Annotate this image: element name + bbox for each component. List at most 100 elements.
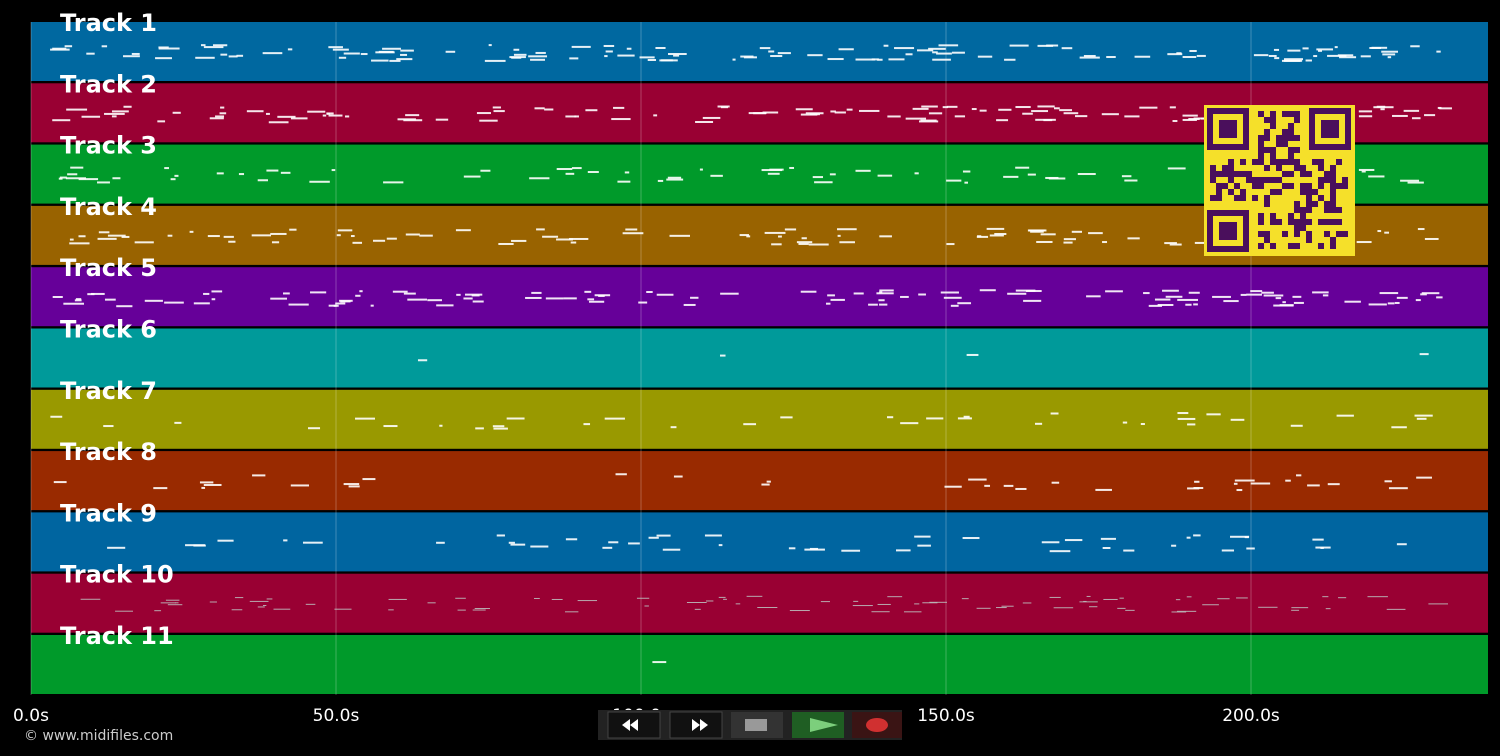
note xyxy=(343,52,360,55)
note xyxy=(605,50,613,53)
rewind-button[interactable] xyxy=(607,711,661,739)
stop-button[interactable] xyxy=(731,712,783,738)
note xyxy=(1007,292,1027,295)
note xyxy=(352,241,363,244)
note xyxy=(615,473,627,476)
note xyxy=(789,610,810,612)
note xyxy=(1236,489,1243,492)
note xyxy=(123,55,140,58)
track-label: Track 6 xyxy=(60,316,157,344)
note xyxy=(1004,58,1016,61)
note xyxy=(328,114,343,117)
note xyxy=(1250,290,1263,293)
note xyxy=(160,602,176,604)
note xyxy=(266,598,273,600)
qr-cell xyxy=(1294,207,1300,213)
note xyxy=(976,607,991,609)
note xyxy=(846,108,853,111)
note xyxy=(556,168,573,171)
qr-cell xyxy=(1300,225,1306,231)
note xyxy=(1187,487,1200,490)
note xyxy=(565,538,578,541)
qr-cell xyxy=(1258,159,1264,165)
note xyxy=(877,174,893,177)
note xyxy=(1185,303,1192,306)
note xyxy=(661,59,673,62)
note xyxy=(400,49,414,52)
note xyxy=(704,534,722,537)
note xyxy=(807,54,823,57)
note xyxy=(646,291,653,294)
note xyxy=(1050,412,1059,415)
qr-cell xyxy=(1306,231,1312,237)
note xyxy=(652,661,667,664)
qr-cell xyxy=(1258,111,1264,117)
note xyxy=(511,56,522,59)
note xyxy=(382,47,401,50)
note xyxy=(667,176,682,179)
qr-cell xyxy=(1330,207,1336,213)
note xyxy=(1223,300,1239,303)
tick-label: 150.0s xyxy=(917,706,975,726)
note xyxy=(879,303,888,306)
note xyxy=(784,228,797,231)
note xyxy=(1123,549,1135,552)
play-button[interactable] xyxy=(792,712,844,738)
note xyxy=(938,44,959,47)
note xyxy=(228,240,236,243)
note xyxy=(217,539,234,542)
note xyxy=(1250,482,1271,485)
qr-cell xyxy=(1330,195,1336,201)
note xyxy=(1103,598,1118,600)
note xyxy=(1022,112,1033,115)
note xyxy=(1189,49,1197,52)
note xyxy=(963,415,970,418)
qr-cell xyxy=(1258,231,1264,237)
note xyxy=(1283,59,1303,62)
note xyxy=(1388,487,1408,490)
note xyxy=(207,235,220,238)
note xyxy=(1240,293,1247,296)
note xyxy=(280,171,291,174)
note xyxy=(1037,44,1054,47)
note xyxy=(683,303,696,306)
note xyxy=(1171,544,1177,547)
note xyxy=(165,599,180,601)
note xyxy=(877,58,883,61)
note xyxy=(789,166,795,169)
note xyxy=(564,611,579,613)
note xyxy=(962,170,971,173)
note xyxy=(1424,114,1436,117)
qr-cell xyxy=(1330,189,1336,195)
note xyxy=(604,417,625,420)
note xyxy=(764,231,786,234)
qr-cell xyxy=(1294,159,1300,165)
note xyxy=(1377,230,1382,233)
record-button[interactable] xyxy=(852,712,902,738)
note xyxy=(328,46,343,49)
note xyxy=(770,55,783,58)
note xyxy=(234,597,244,599)
note xyxy=(743,423,757,426)
qr-cell xyxy=(1246,171,1252,177)
note xyxy=(1031,110,1049,113)
note xyxy=(1417,228,1425,231)
note xyxy=(536,228,545,231)
note xyxy=(777,52,791,55)
qr-cell xyxy=(1234,171,1240,177)
note xyxy=(209,601,217,603)
note xyxy=(795,108,813,111)
track-label: Track 10 xyxy=(60,561,174,589)
qr-cell xyxy=(1228,189,1234,195)
note xyxy=(735,603,741,605)
note xyxy=(302,541,323,544)
forward-button[interactable] xyxy=(669,711,723,739)
note xyxy=(199,481,214,484)
note xyxy=(1414,414,1433,417)
qr-cell xyxy=(1330,201,1336,207)
note xyxy=(400,53,408,56)
note xyxy=(1061,47,1073,50)
note xyxy=(287,48,293,51)
note xyxy=(827,294,835,297)
note xyxy=(838,48,854,51)
